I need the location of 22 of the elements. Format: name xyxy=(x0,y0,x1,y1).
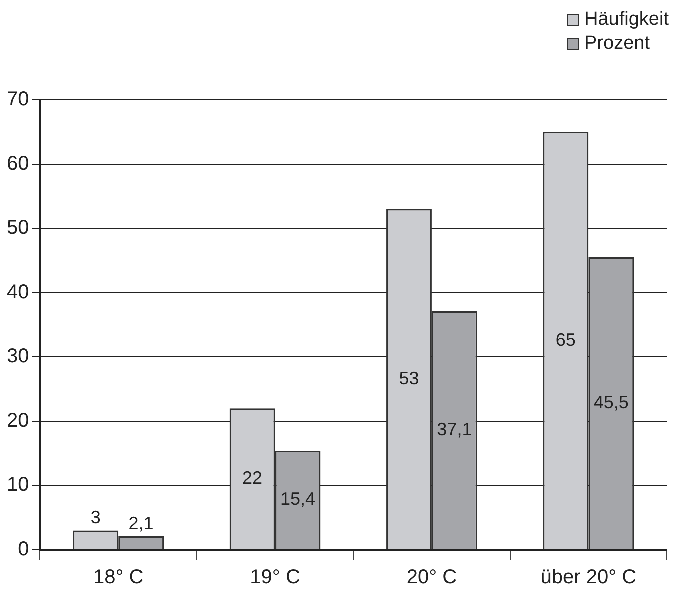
data-label: 37,1 xyxy=(437,419,472,440)
y-tick-label: 70 xyxy=(6,88,30,111)
legend-label: Häufigkeit xyxy=(584,8,669,32)
data-label: 2,1 xyxy=(128,513,154,534)
x-tick-label: 18° C xyxy=(93,566,144,589)
legend-label: Prozent xyxy=(584,32,650,56)
data-label: 53 xyxy=(399,368,420,388)
y-tick-label: 40 xyxy=(6,281,30,304)
data-label: 15,4 xyxy=(280,489,316,510)
x-tick-label: 19° C xyxy=(250,566,300,589)
y-tick-label: 50 xyxy=(6,217,30,240)
data-label: 3 xyxy=(90,508,101,528)
y-tick-label: 30 xyxy=(6,346,30,368)
x-tick-label: 20° C xyxy=(406,566,458,589)
x-tick-label: über 20° C xyxy=(540,566,637,589)
y-tick-label: 60 xyxy=(6,152,30,175)
data-label: 45,5 xyxy=(594,392,629,412)
y-tick-label: 20 xyxy=(6,410,30,432)
data-label: 22 xyxy=(242,468,263,488)
y-tick-label: 0 xyxy=(18,538,30,561)
y-tick-label: 10 xyxy=(6,474,30,496)
data-label: 65 xyxy=(556,330,576,350)
